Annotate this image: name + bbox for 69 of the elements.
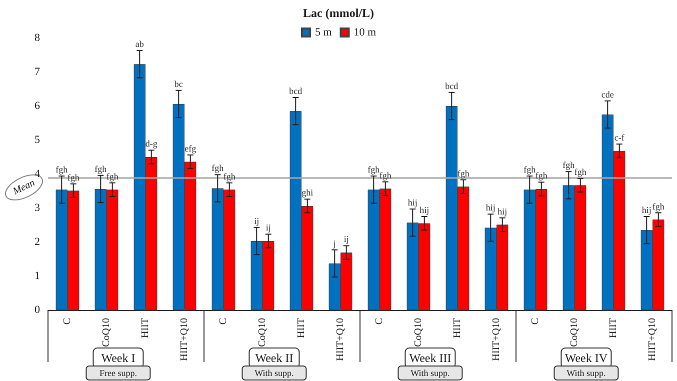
x-tick-label: C (374, 318, 385, 325)
x-tick-label: C (62, 318, 73, 325)
data-label: hij (420, 205, 430, 215)
data-label: fgh (368, 164, 380, 175)
data-label: fgh (535, 170, 548, 181)
x-tick-label: HIIT+Q10 (179, 318, 190, 361)
x-tick-label: HIIT (296, 318, 307, 338)
y-tick-label: 4 (34, 168, 40, 180)
data-label: bcd (289, 86, 303, 96)
text: Week II (255, 351, 294, 365)
legend-label: 5 m (314, 26, 332, 38)
data-label: ij (344, 234, 349, 244)
data-label: hij (486, 202, 496, 213)
data-label: ghi (302, 188, 314, 198)
data-label: bcd (445, 80, 459, 91)
text: Week I (101, 351, 136, 365)
x-tick-label: HIIT+Q10 (647, 318, 658, 361)
data-label: hij (642, 205, 652, 215)
data-label: cde (601, 89, 614, 100)
chart-title: Lac (mmol/L) (303, 6, 374, 20)
text: Week III (409, 351, 452, 365)
data-label: fgh (67, 172, 80, 182)
data-label: fgh (223, 171, 236, 182)
x-tick-label: CoQ10 (257, 318, 268, 347)
y-tick-label: 8 (34, 32, 40, 44)
text: With supp. (254, 368, 294, 378)
data-label: bc (174, 78, 183, 89)
x-tick-label: HIIT (140, 318, 151, 338)
x-tick-label: CoQ10 (569, 318, 580, 347)
data-label: fgh (562, 160, 576, 170)
y-tick-label: 5 (34, 134, 40, 146)
data-label: ab (135, 39, 144, 50)
y-tick-label: 6 (34, 100, 40, 112)
y-tick-label: 1 (34, 270, 40, 282)
data-label: fgh (106, 171, 119, 182)
x-tick-label: HIIT (452, 318, 463, 338)
data-label: ij (254, 216, 260, 226)
x-tick-label: HIIT (608, 318, 619, 338)
ref-line-label: Mean (10, 178, 37, 198)
data-label: fgh (94, 164, 108, 174)
data-label: c-f (614, 132, 624, 143)
x-tick-label: CoQ10 (413, 318, 424, 347)
data-label: fgh (457, 168, 470, 178)
y-tick-label: 7 (34, 66, 40, 78)
x-tick-label: C (218, 318, 229, 325)
y-tick-label: 0 (34, 304, 40, 316)
data-label: hij (498, 206, 508, 216)
data-label: efg (184, 143, 197, 154)
data-label: fgh (56, 164, 68, 175)
x-tick-label: C (530, 318, 541, 325)
text: Free supp. (99, 368, 137, 378)
text: With supp. (410, 368, 450, 378)
text: With supp. (566, 368, 606, 378)
x-tick-label: CoQ10 (101, 318, 112, 347)
data-label: fgh (652, 201, 665, 212)
text: Week IV (564, 351, 608, 365)
y-tick-label: 3 (34, 202, 40, 214)
data-label: hij (408, 198, 418, 208)
data-label: fgh (379, 170, 392, 180)
data-label: j (332, 238, 336, 248)
legend-label: 10 m (354, 26, 376, 38)
y-tick-label: 2 (34, 236, 40, 248)
x-tick-label: HIIT+Q10 (491, 318, 502, 361)
data-label: d-g (145, 138, 158, 149)
data-label: ij (266, 222, 271, 233)
data-label: fgh (212, 163, 224, 174)
x-tick-label: HIIT+Q10 (335, 318, 346, 361)
data-label: fgh (524, 164, 536, 175)
data-label: fgh (574, 166, 587, 177)
